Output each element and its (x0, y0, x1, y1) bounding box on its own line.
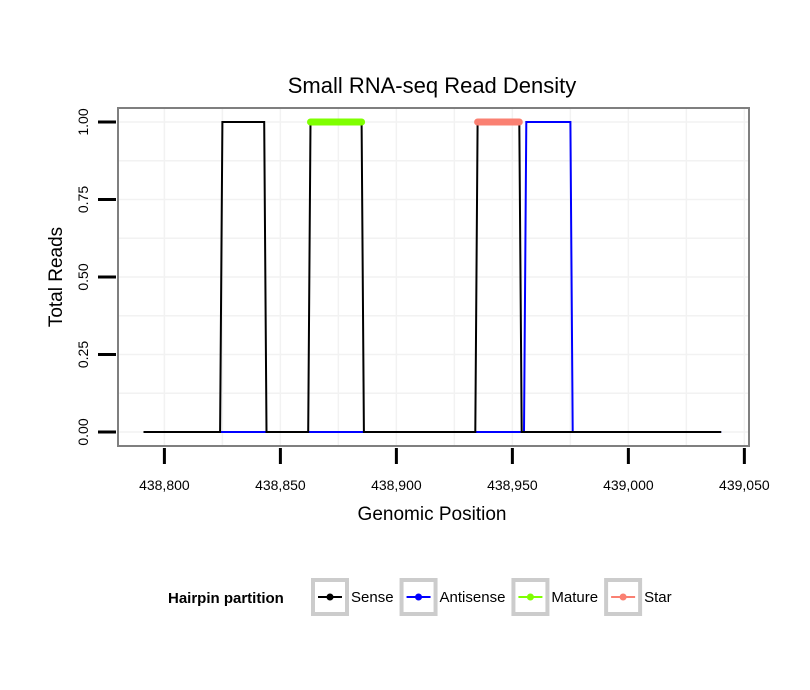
legend-label: Antisense (440, 589, 506, 606)
legend: Hairpin partition Sense Antisense Mature St… (168, 578, 672, 616)
legend-entry-antisense: Antisense (399, 578, 506, 616)
legend-key-point (415, 593, 423, 601)
y-tick-label: 0.50 (75, 263, 91, 290)
chart-title: Small RNA-seq Read Density (288, 73, 577, 98)
legend-key-point (326, 593, 334, 601)
plot-panel-border (117, 107, 750, 447)
legend-key-point (619, 593, 627, 601)
data-series (143, 118, 722, 433)
legend-key-point (526, 593, 534, 601)
legend-entry-sense: Sense (311, 578, 394, 616)
y-tick-label: 0.25 (75, 341, 91, 368)
legend-label: Mature (551, 589, 598, 606)
legend-entry-mature: Mature (511, 578, 598, 616)
x-tick-label: 438,900 (371, 477, 422, 493)
y-axis-title: Total Reads (46, 227, 67, 327)
x-axis-title: Genomic Position (358, 504, 507, 525)
y-tick-label: 0.75 (75, 186, 91, 213)
y-tick-label: 1.00 (75, 108, 91, 135)
legend-label: Sense (351, 589, 394, 606)
x-tick-label: 439,050 (719, 477, 770, 493)
x-axis: 438,800 438,850 438,900 438,950 439,000 439,0… (139, 448, 770, 493)
x-tick-label: 438,950 (487, 477, 538, 493)
x-tick-label: 438,800 (139, 477, 190, 493)
legend-title: Hairpin partition (168, 590, 284, 607)
y-axis: 0.00 0.25 0.50 0.75 1.00 (75, 108, 116, 446)
x-tick-label: 439,000 (603, 477, 654, 493)
legend-entry-star: Star (604, 578, 672, 616)
legend-label: Star (644, 589, 672, 606)
y-tick-label: 0.00 (75, 418, 91, 445)
x-tick-label: 438,850 (255, 477, 306, 493)
